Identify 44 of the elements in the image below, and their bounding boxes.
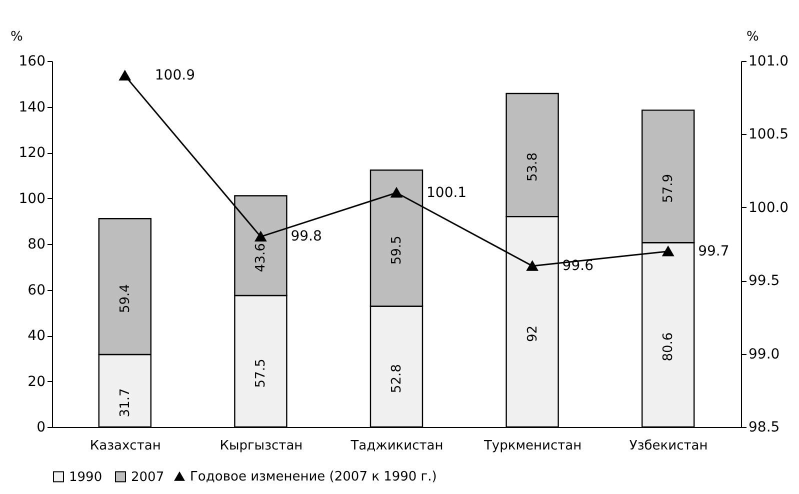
point [662,246,674,256]
data-label: 53.8 [525,152,540,182]
legend-label: 1990 [69,470,102,485]
point [526,261,538,271]
y-tick-label: 0 [36,420,46,436]
point [391,188,402,198]
y-tick-label: 160 [18,54,46,70]
y-tick-label: 140 [18,99,46,116]
x-tick-label: Туркменистан [482,438,582,454]
y2-tick-label: 100.5 [748,126,789,143]
data-label: 57.9 [661,174,676,203]
data-label: 92 [525,326,540,342]
y2-tick-label: 101.0 [748,54,789,70]
data-label: 80.6 [661,332,676,362]
x-tick-label: Таджикистан [350,438,444,454]
data-label: 99.8 [290,228,322,245]
data-label: 59.5 [390,236,404,265]
y-axis-title: % [10,30,23,44]
point [119,70,130,81]
y2-tick-label: 98.5 [748,420,780,436]
data-label: 100.9 [154,68,195,84]
y-tick-label: 120 [18,145,46,161]
data-label: 57.5 [254,358,269,388]
y-tick-label: 80 [28,236,46,252]
data-label: 99.7 [698,243,730,260]
data-label: 43.6 [254,243,269,272]
legend-label: Годовое изменение (2007 к 1990 г.) [190,470,437,484]
y-tick-label: 20 [28,374,46,390]
x-tick-label: Кыргызстан [220,438,303,454]
y2-tick-label: 99.5 [748,273,780,290]
y2-axis-title: % [746,30,759,44]
y-tick-label: 60 [28,282,46,298]
x-tick-label: Казахстан [90,438,161,454]
data-label: 52.8 [390,364,404,394]
y-tick-label: 40 [28,328,46,344]
data-label: 31.7 [118,388,133,418]
data-label: 100.1 [426,184,467,201]
y-tick-label: 100 [18,190,46,207]
y2-tick-label: 99.0 [748,346,780,362]
point [255,232,266,242]
data-label: 59.4 [118,284,133,314]
x-tick-label: Узбекистан [629,438,708,454]
legend-label: 2007 [131,470,164,485]
y2-tick-label: 100.0 [748,200,789,216]
